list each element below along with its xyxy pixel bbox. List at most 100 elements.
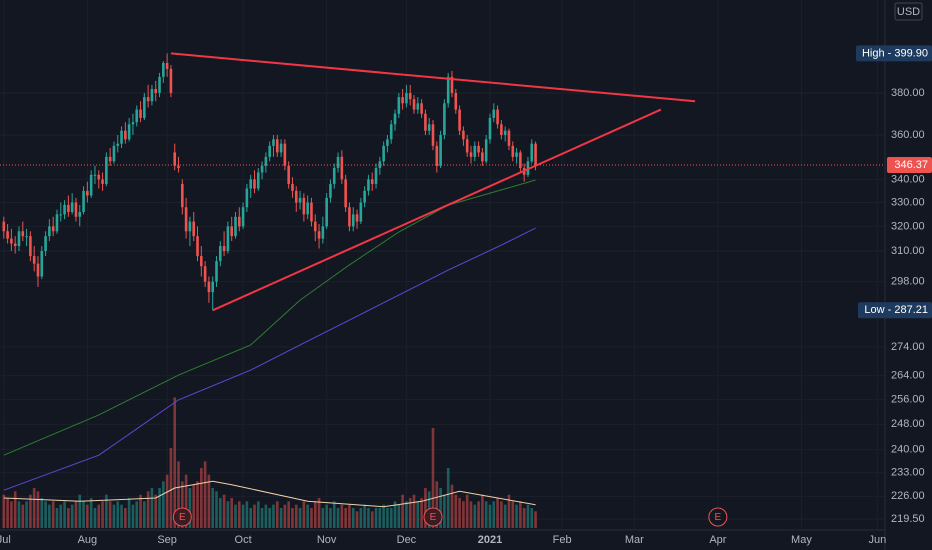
volume-bar (469, 501, 473, 528)
volume-bar (306, 504, 309, 528)
candle-body (484, 139, 488, 162)
y-tick-label: 298.00 (891, 276, 925, 288)
earnings-label: E (715, 512, 722, 523)
candle-body (431, 124, 435, 146)
candle-body (13, 243, 17, 247)
candle-body (439, 134, 442, 166)
candle-body (424, 113, 427, 131)
candle-body (287, 165, 290, 184)
volume-bar (344, 508, 347, 528)
candle-body (192, 221, 196, 237)
volume-bar (530, 508, 534, 528)
volume-bar (374, 508, 378, 528)
candle-body (397, 97, 401, 114)
candle-body (21, 231, 25, 237)
candle-body (321, 226, 325, 239)
volume-ma (3, 480, 536, 508)
earnings-label: E (430, 512, 437, 523)
volume-bar (184, 474, 188, 528)
volume-bar (473, 504, 477, 528)
volume-bar (173, 397, 177, 528)
volume-bar (74, 501, 78, 528)
candle-body (93, 174, 97, 176)
volume-bar (222, 494, 226, 528)
candle-body (188, 221, 192, 232)
volume-bar (462, 501, 465, 528)
volume-bar (154, 494, 158, 528)
volume-bar (162, 481, 165, 528)
moving-average (3, 179, 536, 456)
candle-body (203, 266, 207, 282)
volume-bar (245, 501, 249, 528)
x-tick-label: Feb (553, 534, 572, 546)
earnings-marker (708, 507, 728, 527)
candle-body (150, 88, 154, 102)
volume-bar (127, 498, 131, 528)
candle-body (154, 88, 158, 94)
candle-body (256, 172, 260, 189)
volume-bar (378, 508, 382, 528)
volume-bar (116, 501, 120, 528)
currency-box[interactable] (894, 2, 923, 21)
price-axis (885, 0, 932, 550)
volume-bar (192, 484, 196, 528)
volume-bar (416, 501, 420, 528)
candle-body (496, 109, 499, 125)
volume-bar (6, 498, 9, 528)
candle-body (443, 103, 446, 135)
candle-body (237, 216, 241, 227)
candle-body (268, 145, 271, 157)
volume-bar (249, 508, 252, 528)
candle-body (515, 152, 518, 157)
volume-bar (188, 488, 192, 528)
candle-body (367, 179, 370, 191)
candle-body (70, 202, 74, 212)
candle-body (29, 236, 32, 257)
candle-body (420, 103, 423, 114)
y-tick-label: 310.00 (891, 245, 925, 257)
candle-body (222, 246, 226, 252)
candle-body (181, 183, 184, 208)
candle-body (370, 179, 374, 184)
volume-bar (25, 501, 28, 528)
volume-bar (124, 508, 127, 528)
volume-bar (97, 504, 101, 528)
volume-bar (484, 501, 488, 528)
volume-bar (10, 501, 13, 528)
candle-body (473, 145, 477, 157)
candle-body (348, 207, 351, 227)
candle-body (389, 124, 393, 140)
volume-bar (443, 494, 446, 528)
candle-body (458, 109, 461, 131)
candle-body (511, 145, 515, 157)
volume-bar (500, 501, 503, 528)
candle-body (165, 62, 169, 69)
candle-body (86, 190, 89, 196)
candle-body (317, 231, 321, 239)
volume-bar (211, 488, 215, 528)
candle-body (32, 256, 36, 264)
x-tick-label: Oct (235, 534, 252, 546)
volume-bar (458, 498, 461, 528)
candle-body (264, 156, 268, 166)
candle-body (427, 124, 431, 131)
volume-bar (146, 491, 150, 528)
y-tick-label: 248.00 (891, 418, 925, 430)
candle-body (275, 139, 279, 153)
candle-body (25, 236, 28, 238)
candle-body (67, 204, 70, 212)
volume-bar (511, 501, 515, 528)
candle-body (245, 188, 249, 208)
candle-body (101, 179, 104, 184)
volume-bar (393, 501, 397, 528)
volume-bar (112, 504, 116, 528)
volume-bar (370, 511, 374, 528)
candle-body (207, 281, 211, 293)
volume-bar (291, 508, 294, 528)
volume-bar (264, 504, 268, 528)
volume-bar (359, 508, 363, 528)
volume-bar (260, 508, 264, 528)
volume-bar (515, 504, 518, 528)
volume-bar (36, 491, 40, 528)
